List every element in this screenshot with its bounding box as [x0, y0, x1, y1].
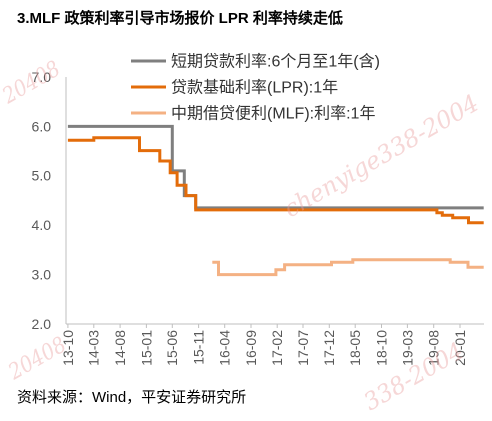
- legend-item: 中期借贷便利(MLF):利率:1年: [131, 105, 375, 123]
- legend-label: 中期借贷便利(MLF):利率:1年: [171, 105, 375, 123]
- x-tick-label: 18-10: [373, 330, 389, 366]
- x-tick-label: 14-03: [86, 330, 102, 366]
- x-tick-label: 18-05: [347, 330, 363, 366]
- x-tick-label: 19-03: [399, 330, 415, 366]
- x-tick-label: 17-12: [321, 330, 337, 366]
- x-tick-label: 17-02: [269, 330, 285, 366]
- lpr-1y-line: [67, 136, 484, 225]
- y-tick-label: 2.0: [32, 316, 52, 332]
- y-tick-label: 6.0: [32, 118, 52, 134]
- chart-title: 3.MLF 政策利率引导市场报价 LPR 利率持续走低: [17, 10, 343, 27]
- y-axis-ticks: 2.0 3.0 4.0 5.0 6.0 7.0: [32, 69, 52, 332]
- x-tick-label: 17-07: [295, 330, 311, 366]
- legend: 短期贷款利率:6个月至1年(含) 贷款基础利率(LPR):1年 中期借贷便利(M…: [131, 53, 380, 123]
- legend-item: 贷款基础利率(LPR):1年: [131, 79, 338, 97]
- x-tick-label: 19-08: [426, 330, 442, 366]
- legend-label: 贷款基础利率(LPR):1年: [171, 79, 338, 97]
- x-tick-label: 15-06: [164, 330, 180, 366]
- watermark-text: 20408: [0, 57, 65, 110]
- axes: [65, 77, 484, 325]
- y-tick-label: 4.0: [32, 217, 52, 233]
- x-tick-label: 16-09: [243, 330, 259, 366]
- x-tick-label: 20-01: [452, 330, 468, 366]
- legend-label: 短期贷款利率:6个月至1年(含): [171, 53, 380, 71]
- y-tick-label: 5.0: [32, 168, 52, 184]
- source-note: 资料来源：Wind，平安证券研究所: [17, 389, 247, 406]
- x-tick-label: 16-04: [217, 330, 233, 366]
- x-tick-label: 15-01: [138, 330, 154, 366]
- mlf-1y-line: [212, 258, 484, 277]
- x-tick-label: 13-10: [60, 330, 76, 366]
- series-lines: [67, 124, 484, 277]
- x-axis-ticks: 13-10 14-03 14-08 15-01 15-06 15-11 16-04 16-09…: [60, 324, 468, 366]
- x-tick-label: 14-08: [112, 330, 128, 366]
- x-tick-label: 15-11: [191, 330, 207, 365]
- legend-item: 短期贷款利率:6个月至1年(含): [131, 53, 380, 71]
- y-tick-label: 3.0: [32, 267, 52, 283]
- y-tick-label: 7.0: [32, 69, 52, 85]
- watermark-text: 20408: [4, 333, 71, 386]
